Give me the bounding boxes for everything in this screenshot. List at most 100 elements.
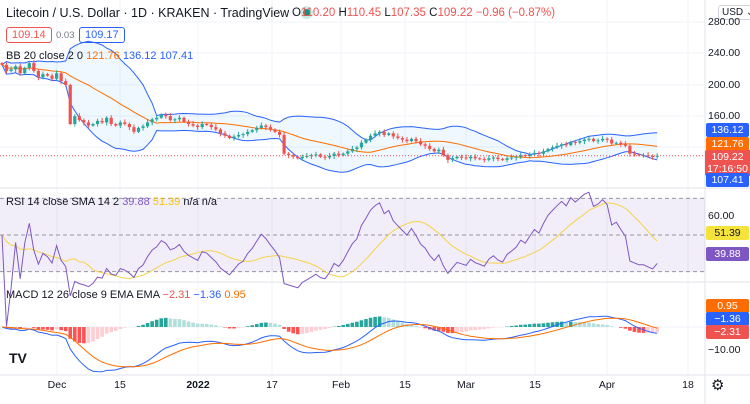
settings-gear-icon[interactable]: ⚙ (711, 377, 725, 394)
macd-histogram-bar (382, 317, 386, 327)
candle (350, 148, 354, 152)
macd-signal-line (1, 317, 658, 368)
macd-histogram-bar (432, 327, 437, 331)
candle (596, 140, 600, 142)
candle (200, 124, 204, 128)
candle (27, 63, 31, 68)
price-tick: 280.00 (708, 16, 741, 28)
candle (127, 124, 131, 128)
macd-histogram-bar (195, 323, 200, 327)
macd-histogram-bar (36, 327, 41, 330)
macd-histogram-bar (532, 323, 537, 327)
candle (555, 145, 559, 148)
macd-histogram-bar (441, 327, 446, 332)
candle (300, 156, 304, 159)
candle (614, 142, 618, 144)
macd-histogram-bar (295, 327, 300, 335)
candle (382, 131, 386, 135)
rsi-label: 39.88 (706, 247, 749, 261)
macd-histogram-bar (173, 318, 177, 327)
macd-histogram-bar (646, 327, 650, 333)
macd-histogram-bar (423, 327, 427, 329)
candle (328, 155, 332, 158)
candle (601, 138, 605, 141)
macd-histogram-bar (255, 324, 259, 327)
candle (59, 73, 63, 82)
time-tick: 17 (266, 379, 278, 391)
sell-button[interactable]: 109.14 (6, 27, 52, 43)
candle (191, 124, 195, 126)
candle (487, 158, 491, 160)
bb-lower-line (1, 64, 658, 173)
candle (637, 154, 641, 156)
candle (141, 126, 145, 128)
macd-histogram-bar (346, 323, 350, 327)
macd-histogram-bar (546, 322, 550, 327)
time-tick: 2022 (186, 379, 210, 391)
candle (632, 153, 637, 155)
candle (428, 145, 432, 149)
macd-histogram-bar (236, 327, 241, 329)
macd-histogram-bar (587, 322, 591, 327)
macd-histogram-bar (568, 321, 573, 327)
macd-histogram-bar (600, 324, 605, 327)
macd-histogram-bar (277, 324, 282, 327)
price-tick: 200.00 (708, 79, 741, 91)
macd-histogram-bar (468, 327, 473, 331)
candle (4, 64, 9, 71)
price-tick: 160.00 (708, 110, 741, 122)
candle (255, 127, 259, 131)
candle (510, 157, 514, 159)
ohlc-values: O110.20 H110.45 L107.35 C109.22 −0.96 (−… (292, 7, 556, 19)
price-tick: 240.00 (708, 47, 741, 59)
macd-histogram-bar (523, 324, 528, 327)
tradingview-logo: TV (9, 350, 27, 366)
candle (259, 125, 263, 128)
macd-histogram-bar (305, 327, 309, 334)
macd-histogram-bar (518, 324, 523, 327)
rsi-sma-label: 51.39 (706, 226, 749, 240)
candle (441, 149, 445, 156)
candle (450, 158, 455, 160)
candle (223, 133, 227, 136)
macd-histogram-bar (209, 324, 214, 327)
macd-histogram-bar (591, 323, 596, 327)
candle (473, 156, 477, 159)
candle (368, 135, 373, 140)
macd-histogram-bar (391, 319, 396, 327)
macd-histogram-bar (455, 327, 459, 333)
buy-button[interactable]: 109.17 (79, 27, 125, 43)
macd-histogram-bar (373, 316, 377, 327)
candle (95, 120, 100, 124)
candle (218, 129, 222, 134)
macd-histogram-bar (223, 327, 227, 328)
candle (619, 142, 623, 145)
candle (277, 131, 282, 135)
macd-histogram-bar (309, 327, 314, 332)
candle (146, 122, 150, 127)
macd-signal-label: 0.95 (706, 299, 749, 313)
candle (491, 157, 495, 159)
rsi-legend[interactable]: RSI 14 close SMA 14 2 39.88 51.39 n/a n/… (6, 196, 218, 208)
candle (391, 133, 395, 137)
macd-legend[interactable]: MACD 12 26 close 9 EMA EMA −2.31 −1.36 0… (6, 289, 246, 301)
macd-histogram-bar (22, 327, 27, 329)
candle (578, 141, 582, 143)
currency-select[interactable]: USD ⌄ (718, 5, 750, 20)
candle (114, 124, 118, 126)
macd-histogram-bar (541, 323, 546, 327)
bb-legend[interactable]: BB 20 close 2 0 121.76 136.12 107.41 (6, 50, 194, 62)
candle (305, 155, 309, 157)
macd-histogram-bar (282, 327, 286, 329)
spread: 0.03 (56, 30, 75, 41)
candle (314, 154, 318, 156)
candle (309, 155, 313, 157)
candle (41, 74, 45, 78)
macd-histogram-bar (154, 319, 159, 327)
candle (182, 117, 186, 122)
macd-histogram-bar (227, 327, 232, 329)
symbol-title: Litecoin / U.S. Dollar · 1D · KRAKEN · T… (6, 6, 290, 20)
macd-histogram-bar (386, 317, 391, 327)
macd-histogram-bar (414, 325, 418, 327)
